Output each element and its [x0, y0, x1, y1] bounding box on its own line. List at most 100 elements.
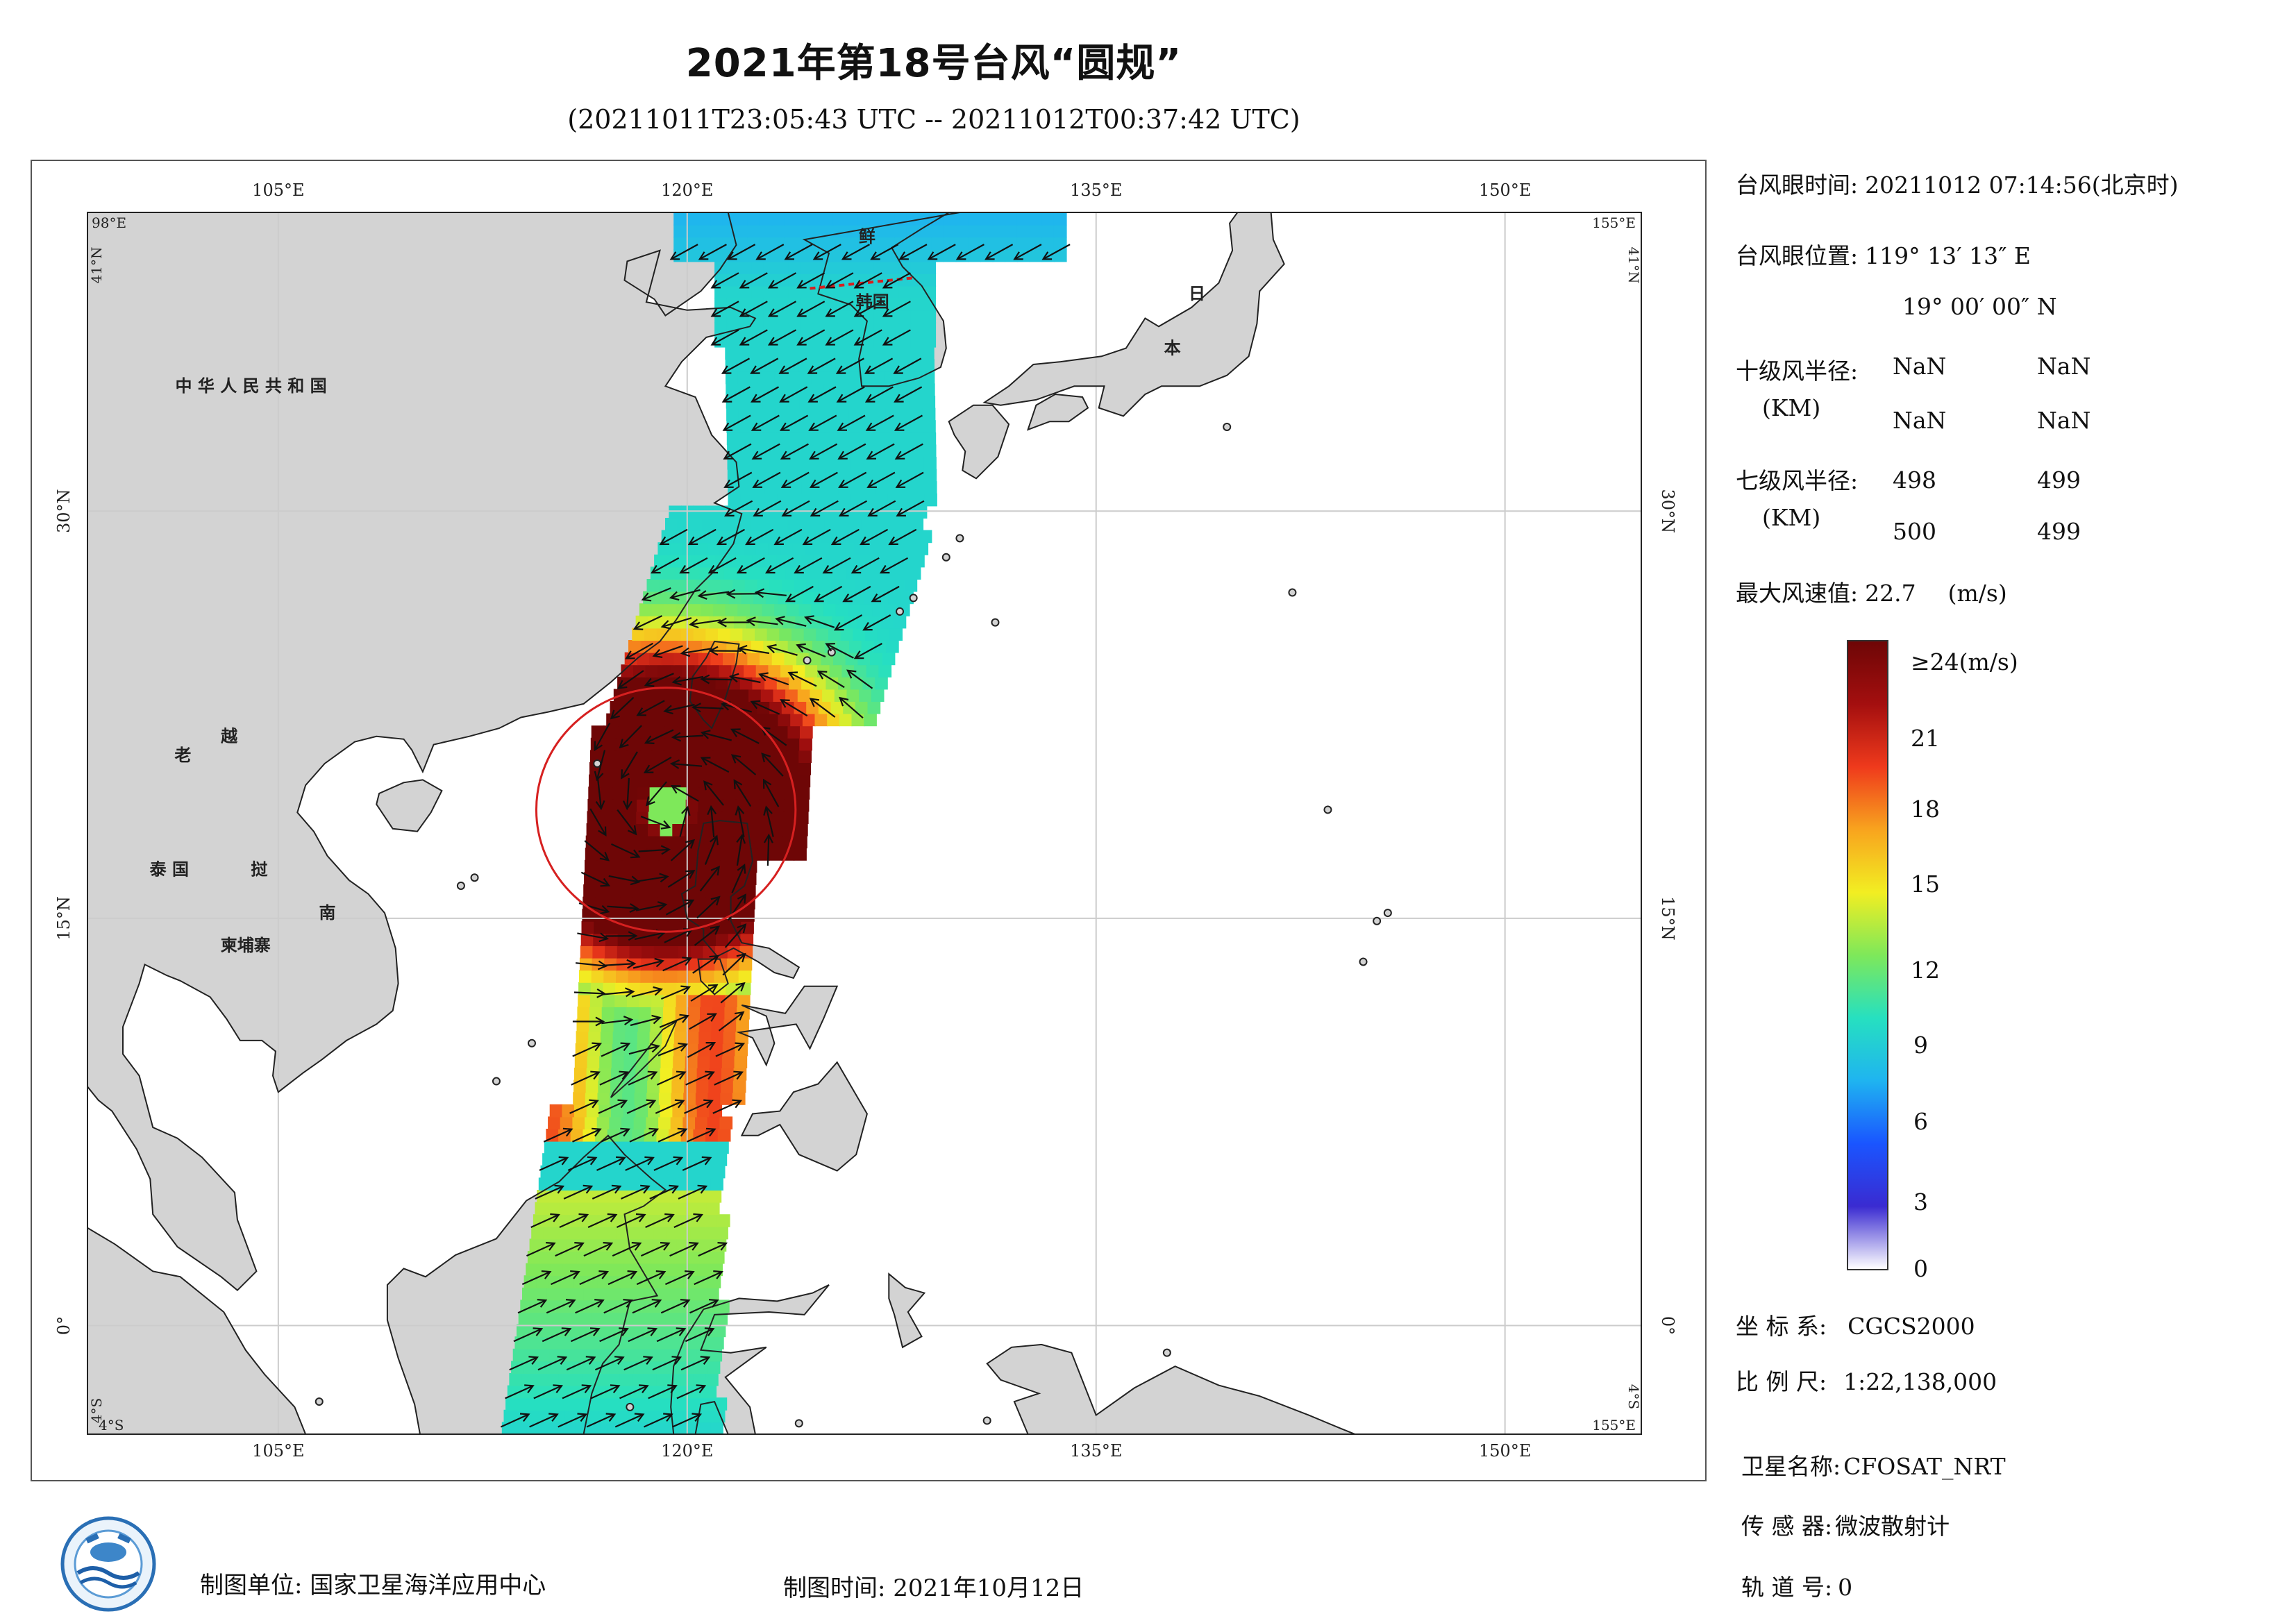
wind-speed-cell — [541, 1324, 554, 1338]
wind-speed-cell — [691, 554, 704, 568]
wind-arrow — [587, 1213, 617, 1229]
wind-speed-cell — [553, 1409, 566, 1423]
wind-speed-cell — [671, 579, 685, 592]
wind-arrowhead — [646, 1099, 657, 1109]
wind-arrowhead — [723, 479, 734, 488]
wind-speed-cell — [696, 1104, 710, 1118]
wind-arrow — [583, 1242, 612, 1257]
wind-speed-cell — [628, 1153, 642, 1166]
wind-arrow — [723, 443, 752, 460]
wind-speed-cell — [739, 444, 753, 457]
wind-speed-cell — [878, 542, 892, 555]
wind-speed-cell — [663, 762, 676, 775]
wind-speed-cell — [587, 1055, 601, 1068]
wind-speed-cell — [776, 554, 790, 568]
wind-arrow — [769, 301, 797, 317]
wind-speed-cell — [698, 787, 712, 800]
wind-arrow — [570, 1328, 599, 1343]
wind-arrow — [665, 899, 694, 916]
wind-arrowhead — [860, 536, 870, 546]
coastline-borneo — [386, 1134, 667, 1434]
wind-speed-cell — [659, 1079, 673, 1093]
wind-speed-cell — [583, 1373, 596, 1386]
coastline-visayas — [736, 985, 839, 1067]
wind-speed-cell — [598, 1079, 612, 1093]
wind-arrowhead — [755, 251, 766, 260]
wind-speed-cell — [539, 1251, 553, 1264]
wind-speed-cell — [707, 1361, 721, 1374]
wind-arrowhead — [745, 536, 755, 546]
wind-arrow — [636, 1271, 665, 1286]
wind-speed-cell — [663, 994, 677, 1007]
wind-arrowhead — [627, 1270, 638, 1279]
wind-speed-cell — [860, 383, 874, 396]
wind-arrowhead — [558, 1156, 569, 1166]
wind-speed-cell — [530, 1397, 544, 1411]
wind-speed-cell — [814, 713, 828, 727]
wind-speed-cell — [550, 1263, 564, 1277]
wind-arrowhead — [671, 675, 682, 686]
wind-speed-cell — [649, 652, 662, 666]
wind-speed-cell — [737, 359, 751, 372]
wind-speed-cell — [873, 518, 887, 531]
wind-speed-cell — [674, 774, 688, 788]
wind-arrowhead — [652, 648, 663, 658]
wind-speed-cell — [688, 750, 701, 763]
wind-speed-cell — [851, 713, 865, 727]
wind-arrowhead — [528, 1356, 539, 1365]
wind-speed-cell — [678, 554, 692, 568]
wind-speed-cell — [746, 615, 760, 629]
wind-arrow — [782, 500, 810, 516]
wind-speed-cell — [923, 335, 937, 348]
r10-value-ne: NaN — [1893, 353, 1947, 380]
wind-speed-cell — [660, 1055, 674, 1068]
wind-speed-cell — [658, 859, 671, 873]
wind-speed-cell — [784, 652, 798, 666]
wind-arrow — [656, 1328, 685, 1343]
wind-speed-cell — [705, 628, 719, 641]
wind-speed-cell — [645, 1202, 659, 1216]
wind-arrowhead — [650, 1043, 660, 1053]
wind-speed-cell — [771, 811, 785, 824]
wind-speed-cell — [726, 407, 739, 421]
wind-arrowhead — [705, 1127, 717, 1137]
wind-arrow — [717, 528, 746, 545]
wind-speed-cell — [800, 261, 814, 274]
wind-arrowhead — [723, 507, 735, 516]
wind-speed-cell — [698, 212, 712, 226]
scale-value: 1:22,138,000 — [1843, 1368, 1997, 1395]
wind-speed-cell — [555, 1226, 569, 1240]
wind-speed-cell — [631, 1214, 644, 1227]
wind-speed-cell — [861, 518, 875, 531]
wind-speed-cell — [646, 1092, 660, 1105]
wind-arrow — [667, 870, 695, 888]
wind-speed-cell — [762, 603, 776, 616]
wind-speed-cell — [799, 371, 812, 385]
wind-speed-cell — [923, 469, 937, 482]
wind-speed-cell — [587, 1043, 601, 1057]
wind-speed-cell — [533, 1214, 546, 1227]
wind-arrow — [724, 924, 746, 948]
wind-speed-cell — [685, 212, 699, 226]
wind-speed-cell — [886, 322, 900, 335]
wind-arrowhead — [625, 650, 635, 659]
wind-arrow — [634, 615, 662, 630]
wind-speed-cell — [665, 1312, 679, 1325]
wind-speed-cell — [669, 628, 682, 641]
wind-speed-cell — [687, 1251, 701, 1264]
r7-unit: (KM) — [1762, 504, 1821, 531]
wind-arrowhead — [671, 1356, 682, 1365]
wind-arrow — [621, 751, 638, 779]
wind-arrowhead — [710, 895, 721, 906]
wind-speed-cell — [657, 542, 671, 555]
wind-speed-cell — [813, 457, 826, 470]
wind-arrowhead — [607, 1213, 618, 1222]
wind-speed-cell — [747, 249, 760, 262]
wind-speed-cell — [602, 750, 616, 763]
wind-speed-cell — [773, 762, 787, 775]
wind-speed-cell — [614, 1409, 628, 1423]
wind-arrow — [589, 808, 607, 836]
wind-speed-cell — [620, 1287, 633, 1301]
wind-arrowhead — [838, 479, 848, 488]
wind-arrow — [672, 1413, 701, 1428]
